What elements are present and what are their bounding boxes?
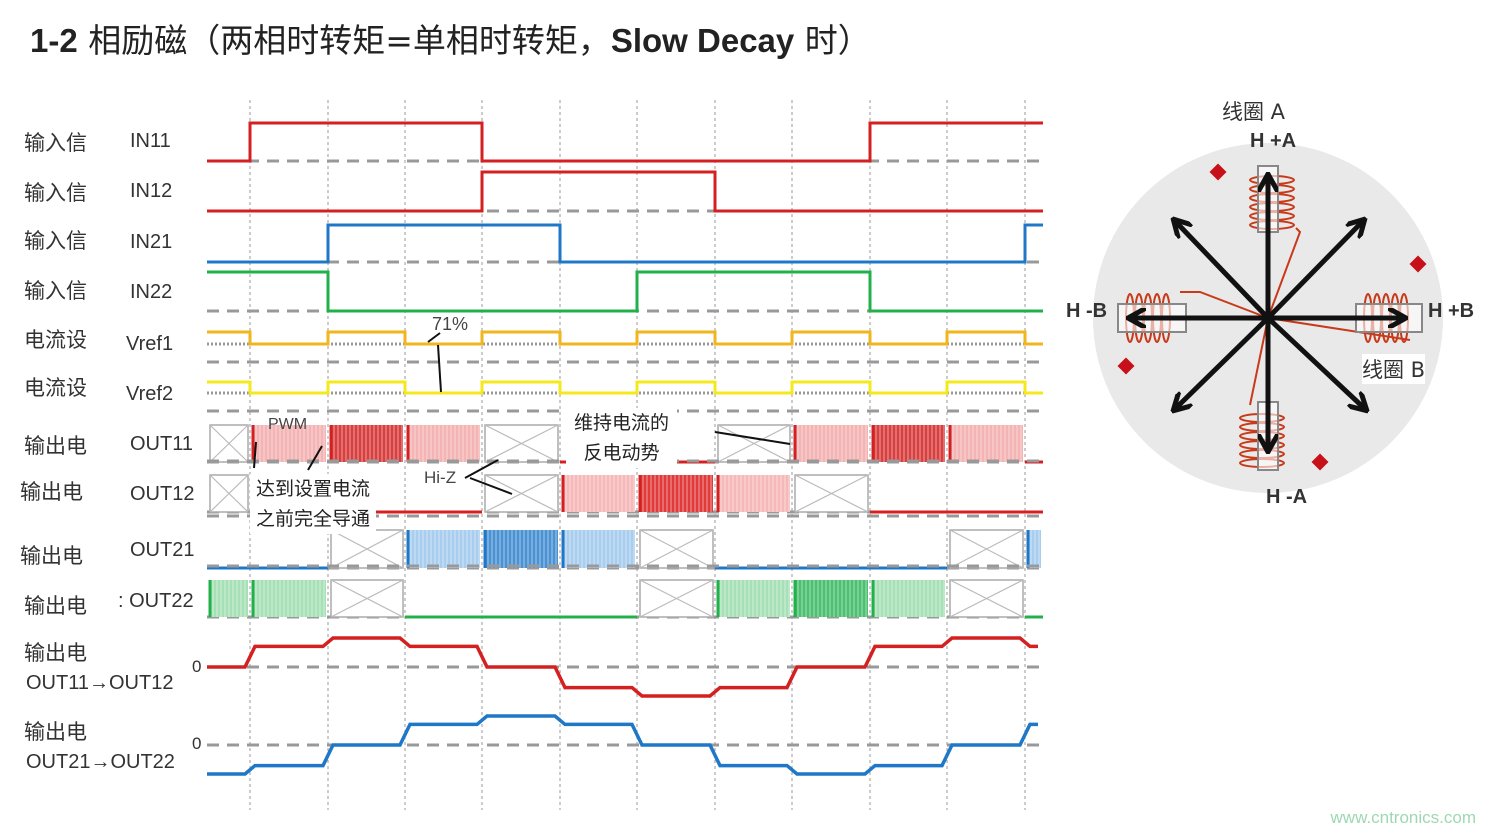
pwm-block	[950, 425, 1023, 462]
back-emf-note: 维持电流的 反电动势	[566, 408, 678, 468]
pwm-label: PWM	[268, 416, 308, 433]
signal-name: : OUT22	[118, 590, 194, 612]
pwm-block	[408, 425, 480, 462]
hiz-cross	[209, 424, 249, 463]
signal-name: OUT11→OUT12	[26, 672, 174, 694]
coil-winding	[1249, 175, 1296, 230]
row-label: 输出电	[24, 434, 87, 458]
current-waveform	[207, 636, 1038, 698]
pwm-block	[253, 425, 326, 462]
annotation-arrow	[427, 332, 441, 343]
full-on-block	[485, 530, 558, 568]
coil-winding	[1125, 293, 1171, 344]
pwm-block	[873, 580, 945, 617]
hiz-cross	[949, 579, 1024, 618]
row-label: 输出电	[20, 480, 83, 504]
row-label: 输出电	[24, 594, 87, 618]
hiz-cross	[717, 424, 791, 463]
hiz-cross	[209, 474, 249, 513]
signal-name: IN22	[130, 281, 173, 303]
pwm-block	[408, 530, 480, 568]
signal-name: Vref1	[126, 333, 174, 355]
waveform-in22	[207, 270, 1043, 313]
hiz-cross	[794, 474, 869, 513]
waveform-vref2	[207, 380, 1043, 395]
coil-wire	[1267, 317, 1411, 341]
waveform-in11	[207, 121, 1043, 163]
annotation-arrow	[714, 431, 791, 445]
pwm-block	[563, 475, 635, 512]
signal-name: Vref2	[126, 383, 174, 405]
pwm-block	[718, 580, 790, 617]
hiz-cross	[639, 529, 714, 569]
watermark: www.cntronics.com	[1330, 808, 1476, 827]
coil-b-label: 线圈 B	[1362, 354, 1426, 384]
h-plus-a-label: H +A	[1250, 130, 1297, 152]
hiz-cross	[330, 529, 404, 569]
pwm-block	[718, 475, 790, 512]
row-label: 电流设	[24, 328, 87, 352]
coil-winding	[1239, 413, 1286, 468]
signal-name: OUT21	[130, 539, 195, 561]
page-title: 1-2 相励磁（两相时转矩=单相时转矩，Slow Decay 时）	[30, 21, 871, 60]
coil-a-label: 线圈 A	[1222, 100, 1286, 124]
annotation-arrow	[464, 459, 499, 479]
row-label: 输入信	[24, 229, 87, 253]
percent-label: 71%	[432, 314, 469, 334]
row-label: 输出电	[24, 720, 87, 744]
row-label: 电流设	[24, 376, 87, 400]
signal-name: IN12	[130, 180, 173, 202]
hiz-cross	[330, 579, 404, 618]
full-on-block	[795, 580, 868, 617]
annotation-arrow	[437, 344, 442, 393]
h-plus-b-label: H +B	[1428, 300, 1475, 322]
hiz-label: Hi-Z	[424, 468, 457, 487]
coil-winding	[1363, 293, 1409, 344]
signal-name: IN21	[130, 231, 173, 253]
annotation-arrow	[307, 445, 323, 471]
hiz-cross	[639, 579, 714, 618]
hiz-cross	[484, 424, 559, 463]
annotation-arrow	[253, 441, 257, 469]
current-waveform	[207, 714, 1038, 776]
pwm-block	[563, 530, 635, 568]
full-on-note: 达到设置电流 之前完全导通	[250, 474, 377, 534]
full-on-block	[640, 475, 713, 512]
coil-wire	[1249, 317, 1269, 406]
waveform-in12	[207, 170, 1043, 213]
annotation-arrow	[469, 477, 513, 495]
hiz-cross	[484, 474, 559, 513]
pwm-block	[253, 580, 326, 617]
signal-name: OUT12	[130, 483, 195, 505]
waveform-in21	[207, 223, 1043, 264]
hiz-cross	[949, 529, 1024, 569]
pwm-block	[795, 425, 868, 462]
row-label: 输出电	[24, 641, 87, 665]
row-label: 输出电	[20, 544, 83, 568]
h-minus-b-label: H -B	[1066, 300, 1108, 322]
row-label: 输入信	[24, 181, 87, 205]
h-minus-a-label: H -A	[1266, 486, 1308, 508]
zero-label: 0	[192, 657, 202, 676]
full-on-block	[873, 425, 945, 462]
signal-name: OUT21→OUT22	[26, 751, 175, 773]
field-arrows	[1132, 178, 1402, 448]
row-label: 输入信	[24, 279, 87, 303]
waveform-vref1	[207, 330, 1043, 346]
signal-name: IN11	[130, 130, 171, 152]
full-on-block	[331, 425, 403, 462]
signal-name: OUT11	[130, 433, 193, 455]
zero-label: 0	[192, 734, 202, 753]
row-label: 输入信	[24, 131, 87, 155]
